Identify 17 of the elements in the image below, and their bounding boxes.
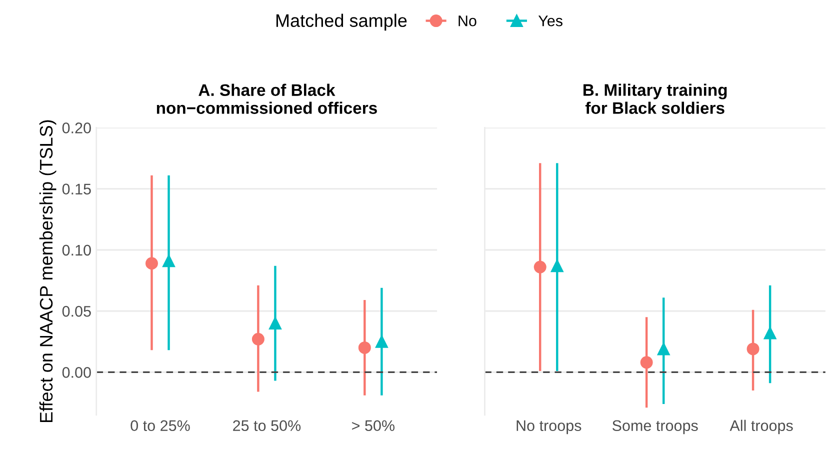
y-axis-title: Effect on NAACP membership (TSLS) xyxy=(39,120,56,422)
x-tick-label: > 50% xyxy=(352,420,395,432)
y-tick-label: 0.15 xyxy=(62,184,91,194)
legend-label: No xyxy=(458,16,476,26)
x-tick-label: Some troops xyxy=(612,420,698,434)
y-tick-label: 0.05 xyxy=(62,306,91,317)
y-tick-label: 0.00 xyxy=(62,367,91,378)
x-tick-label: 0 to 25% xyxy=(130,420,190,432)
legend-title: Matched sample xyxy=(276,14,407,31)
y-tick-label: 0.20 xyxy=(62,122,91,134)
chart-title: A. Share of Black non−commissioned officers xyxy=(156,84,377,114)
x-tick-label: 25 to 50% xyxy=(233,420,301,432)
x-tick-label: No troops xyxy=(516,420,582,434)
chart-title: B. Military training for Black soldiers xyxy=(584,84,727,114)
x-tick-label: All troops xyxy=(730,420,793,434)
legend-label: Yes xyxy=(538,16,562,26)
y-tick-label: 0.10 xyxy=(62,244,91,256)
